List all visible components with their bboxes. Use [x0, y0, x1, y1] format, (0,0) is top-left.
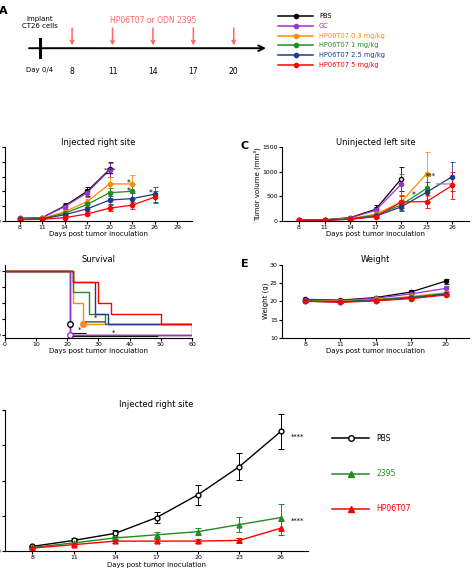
Text: ****: **** [291, 433, 304, 440]
Text: HP06T07 2.5 mg/kg: HP06T07 2.5 mg/kg [319, 52, 385, 58]
Text: E: E [241, 258, 248, 269]
Text: ****: **** [103, 168, 116, 173]
Title: Weight: Weight [361, 255, 390, 264]
Text: PBS: PBS [319, 13, 331, 19]
Text: *: * [149, 189, 153, 198]
X-axis label: Days post tumor inoculation: Days post tumor inoculation [326, 348, 425, 354]
Text: 20: 20 [229, 67, 238, 76]
Y-axis label: Tumor volume (mm³): Tumor volume (mm³) [254, 147, 261, 221]
Text: HP06T07 1 mg/kg: HP06T07 1 mg/kg [319, 43, 379, 48]
Text: 8: 8 [70, 67, 74, 76]
Text: C: C [241, 141, 249, 152]
Title: Survival: Survival [82, 255, 115, 264]
Y-axis label: Weight (g): Weight (g) [262, 283, 269, 319]
Text: GC: GC [319, 23, 329, 28]
Text: HP06T07 0.3 mg/kg: HP06T07 0.3 mg/kg [319, 32, 385, 39]
X-axis label: Days post tumor inoculation: Days post tumor inoculation [49, 231, 148, 237]
Text: HP06T07 5 mg/kg: HP06T07 5 mg/kg [319, 62, 379, 68]
Text: A: A [0, 6, 8, 16]
X-axis label: Days post tumor inoculation: Days post tumor inoculation [49, 348, 148, 354]
Text: 11: 11 [108, 67, 117, 76]
Text: *: * [412, 191, 416, 200]
Title: Injected right site: Injected right site [119, 400, 194, 410]
Text: 14: 14 [148, 67, 158, 76]
Text: *: * [93, 315, 97, 321]
Text: PBS: PBS [376, 434, 391, 443]
Text: HP06T07: HP06T07 [376, 504, 411, 513]
Text: *: * [127, 187, 130, 196]
Text: Implant
CT26 cells: Implant CT26 cells [22, 16, 58, 29]
Text: *: * [78, 327, 82, 332]
Text: 17: 17 [189, 67, 198, 76]
Text: ***: *** [426, 173, 436, 179]
X-axis label: Days post tumor inoculation: Days post tumor inoculation [107, 562, 206, 567]
Text: *: * [112, 329, 116, 336]
Text: ****: **** [291, 518, 304, 524]
Title: Uninjected left site: Uninjected left site [336, 137, 415, 147]
Text: 2395: 2395 [376, 469, 396, 478]
Text: Day 0/4: Day 0/4 [26, 67, 54, 73]
Text: HP06T07 or ODN 2395: HP06T07 or ODN 2395 [110, 16, 196, 26]
Title: Injected right site: Injected right site [61, 137, 136, 147]
X-axis label: Days post tumor inoculation: Days post tumor inoculation [326, 231, 425, 237]
Text: *: * [127, 179, 130, 188]
